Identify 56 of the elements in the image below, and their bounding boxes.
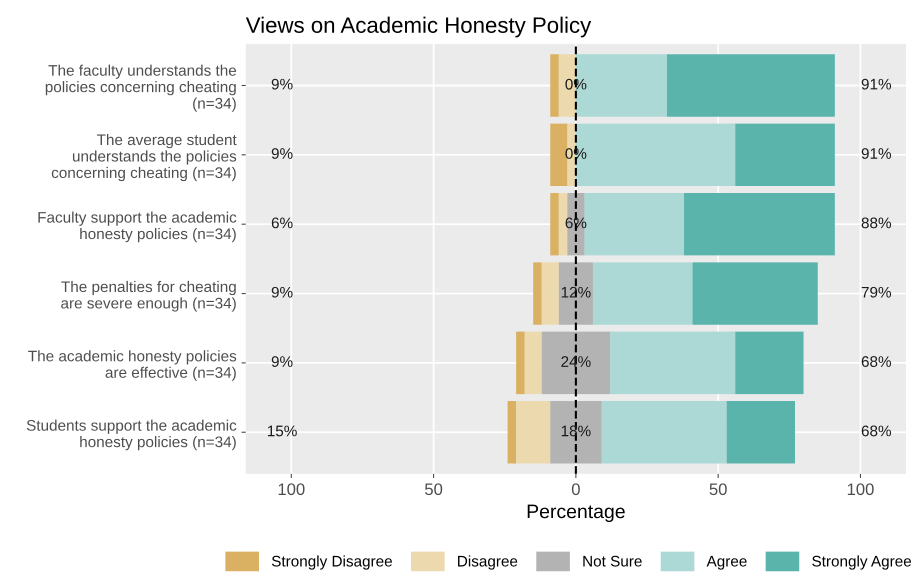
y-tick-label: Students support the academic honesty policies (n=34) — [26, 420, 236, 450]
annotation: 91% — [862, 78, 892, 90]
bar — [735, 124, 835, 186]
y-tick-label: The faculty understands the policies concerning cheating (n=34) — [46, 64, 236, 112]
bar — [542, 332, 610, 394]
y-tick-label: The penalties for cheating are severe enough (n=34) — [61, 280, 236, 312]
bar — [558, 192, 568, 256]
bar — [558, 262, 593, 325]
data-label: 6% — [566, 217, 586, 228]
x-tick-label: 0 — [572, 483, 580, 496]
legend-label: Strongly Agree — [812, 555, 912, 570]
x-tick-label: 100 — [278, 483, 305, 496]
bar — [610, 332, 736, 394]
annotation: 9% — [272, 286, 293, 298]
bar — [516, 401, 550, 464]
annotation: 9% — [272, 148, 293, 159]
bar — [516, 332, 525, 394]
y-tick-label: The average student understands the policies concerning cheating (n=34) — [52, 134, 237, 182]
annotation: 88% — [862, 217, 892, 228]
legend-label: Strongly Disagree — [272, 555, 392, 570]
bar — [726, 401, 796, 464]
x-axis-title: Percentage — [528, 504, 625, 522]
annotation: 68% — [862, 426, 892, 436]
bar — [735, 332, 804, 394]
annotation: 79% — [862, 286, 892, 298]
legend-label: Not Sure — [583, 556, 642, 567]
annotation: 9% — [272, 78, 293, 90]
data-label: 18% — [562, 426, 591, 436]
data-label: 0% — [565, 148, 586, 159]
bar — [542, 262, 559, 325]
bar — [692, 262, 818, 325]
annotation: 6% — [272, 217, 293, 228]
bar — [592, 262, 693, 325]
bar — [550, 192, 559, 256]
bar — [508, 401, 516, 464]
bar — [524, 332, 542, 394]
annotation: 15% — [268, 426, 297, 436]
bar — [601, 401, 727, 464]
chart-title: Views on Academic Honesty Policy — [246, 16, 592, 38]
annotation: 9% — [272, 356, 293, 367]
x-tick-label: 50 — [424, 483, 442, 496]
bar — [533, 262, 542, 325]
y-tick-label: The academic honesty policies are effective (n=34) — [28, 350, 236, 381]
bar — [550, 124, 568, 186]
bar — [550, 401, 602, 464]
bar — [666, 54, 835, 117]
bar — [550, 54, 559, 117]
annotation: 91% — [862, 148, 892, 159]
y-tick-label: Faculty support the academic honesty policies (n=34) — [38, 212, 236, 242]
annotation: 68% — [862, 356, 892, 367]
bar — [684, 192, 835, 256]
x-tick-label: 100 — [848, 483, 874, 496]
legend-label: Agree — [706, 556, 747, 570]
data-label: 24% — [561, 356, 591, 367]
x-tick-label: 50 — [710, 483, 727, 496]
legend-label: Disagree — [458, 555, 518, 570]
